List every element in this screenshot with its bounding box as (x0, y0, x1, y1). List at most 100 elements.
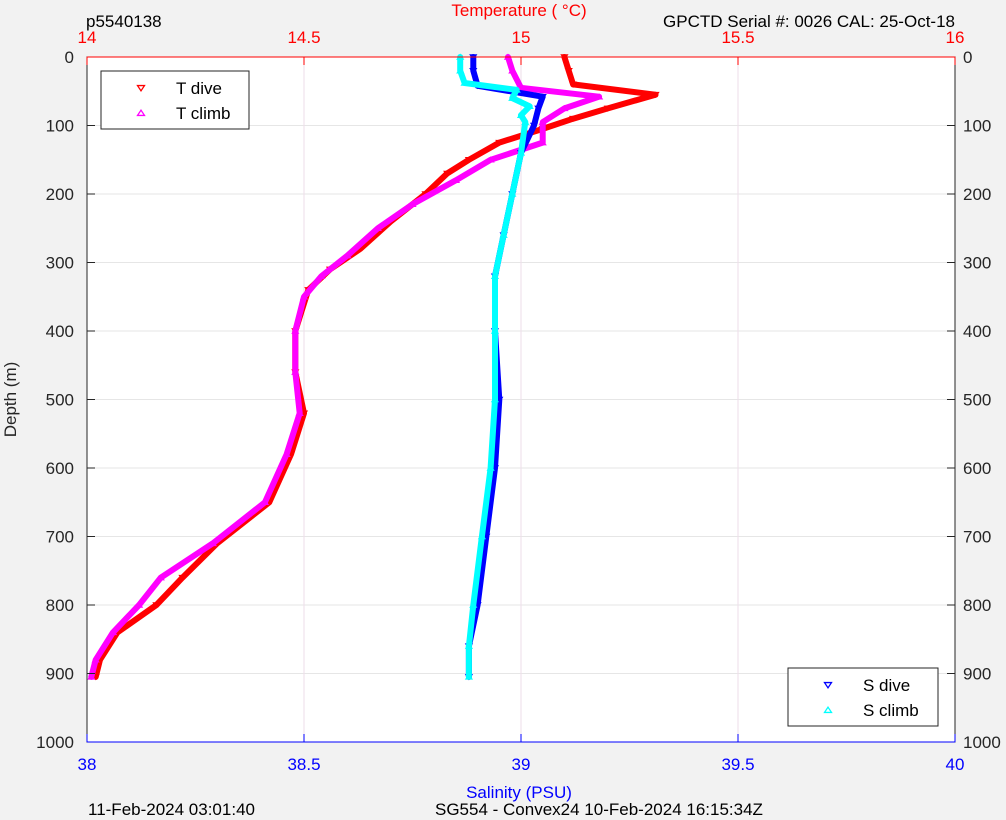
series-line-s-climb (457, 54, 533, 680)
depth-tick-label: 0 (65, 48, 74, 67)
depth-tick-label-right: 800 (963, 596, 991, 615)
depth-tick-label: 100 (46, 117, 74, 136)
temperature-tick-label: 16 (946, 28, 965, 47)
depth-tick-label: 300 (46, 254, 74, 273)
data-point-s-climb (521, 118, 530, 125)
temperature-legend-box (100, 70, 250, 130)
data-point-s-dive (538, 93, 547, 101)
data-point-t-climb (282, 450, 291, 458)
serial-info-label: GPCTD Serial #: 0026 CAL: 25-Oct-18 (663, 12, 955, 31)
data-point-s-climb (464, 673, 474, 680)
data-point-t-climb (87, 673, 96, 680)
data-point-t-climb (560, 104, 569, 112)
profile-id-label: p5540138 (86, 12, 162, 31)
data-point-s-climb (512, 86, 521, 93)
legend-label-t-climb: T climb (176, 104, 230, 123)
series-s-climb (456, 53, 534, 680)
depth-tick-label-right: 1000 (963, 733, 1001, 752)
salinity-tick-label: 40 (946, 755, 965, 774)
data-point-t-dive (564, 67, 573, 75)
data-point-s-dive (469, 67, 478, 75)
depth-tick-label-right: 900 (963, 665, 991, 684)
legend-marker-s-climb (823, 706, 833, 714)
salinity-tick-label: 39.5 (721, 755, 754, 774)
data-point-t-dive (651, 91, 660, 99)
data-point-t-climb (538, 139, 547, 146)
temperature-axis-label: Temperature ( °C) (451, 1, 586, 20)
data-point-t-dive (464, 157, 474, 164)
data-point-t-dive (178, 574, 187, 582)
temperature-tick-label: 14 (78, 28, 97, 47)
salinity-tick-label: 39 (512, 755, 531, 774)
data-point-s-climb (490, 272, 500, 279)
data-point-s-dive (534, 105, 543, 112)
temperature-tick-label: 15 (512, 28, 531, 47)
data-point-t-climb (508, 67, 517, 74)
legend-marker-t-climb (136, 109, 146, 117)
data-point-s-climb (469, 601, 478, 608)
y-axis-label: Depth (m) (1, 362, 20, 438)
depth-tick-label-right: 400 (963, 322, 991, 341)
data-point-s-climb (456, 67, 465, 74)
legend-label-s-dive: S dive (863, 676, 910, 695)
temperature-tick-label: 15.5 (721, 28, 754, 47)
temperature-legend: T dive T climb (100, 70, 250, 130)
data-point-s-climb (477, 533, 487, 540)
data-point-s-climb (516, 111, 526, 118)
depth-tick-label-right: 600 (963, 459, 991, 478)
data-point-t-climb (451, 176, 461, 184)
data-point-t-climb (134, 601, 144, 608)
data-point-t-dive (568, 115, 578, 123)
data-point-t-dive (495, 139, 504, 147)
data-point-s-climb (486, 464, 495, 471)
data-point-t-climb (208, 539, 217, 547)
depth-tick-label: 800 (46, 596, 74, 615)
series-t-climb (87, 53, 604, 680)
legend-marker-s-dive (823, 681, 833, 689)
footer-mission: SG554 - Convex24 10-Feb-2024 16:15:34Z (435, 800, 763, 819)
data-point-t-climb (91, 656, 100, 663)
data-point-t-dive (603, 105, 612, 112)
salinity-legend-box (787, 667, 939, 727)
salinity-tick-label: 38.5 (287, 755, 320, 774)
data-point-s-climb (460, 79, 469, 86)
depth-tick-label-right: 500 (963, 391, 991, 410)
data-point-t-dive (152, 602, 161, 609)
data-point-t-climb (260, 498, 270, 505)
depth-tick-label-right: 0 (963, 48, 972, 67)
data-point-t-climb (373, 224, 382, 231)
data-point-t-climb (291, 368, 300, 375)
data-point-t-climb (291, 327, 300, 334)
series-line-t-climb (88, 54, 603, 680)
depth-tick-label: 400 (46, 322, 74, 341)
data-point-s-climb (516, 149, 526, 156)
depth-tick-label: 200 (46, 185, 74, 204)
legend-label-s-climb: S climb (863, 701, 919, 720)
data-point-t-climb (299, 293, 309, 300)
legend-label-t-dive: T dive (176, 79, 222, 98)
data-point-t-climb (295, 409, 304, 416)
salinity-legend: S dive S climb (787, 667, 939, 727)
data-point-s-climb (499, 231, 508, 238)
data-point-t-climb (343, 252, 352, 259)
temperature-tick-label: 14.5 (287, 28, 320, 47)
data-point-t-climb (538, 118, 547, 125)
data-point-s-climb (464, 642, 474, 649)
salinity-axis-label: Salinity (PSU) (466, 783, 572, 802)
data-point-s-climb (490, 327, 500, 334)
data-point-s-climb (508, 190, 517, 197)
depth-tick-label-right: 700 (963, 528, 991, 547)
data-point-s-climb (525, 102, 534, 110)
depth-tick-label-right: 100 (963, 117, 991, 136)
footer-timestamp: 11-Feb-2024 03:01:40 (88, 800, 255, 819)
data-series (87, 53, 660, 681)
data-point-t-climb (108, 628, 118, 636)
depth-tick-label: 600 (46, 459, 74, 478)
depth-tick-label: 700 (46, 528, 74, 547)
data-point-t-climb (486, 156, 495, 163)
data-point-s-dive (529, 122, 539, 129)
axes: 0 0 100 100 200 200 300 300 400 400 500 500 600 600 70… (36, 28, 1001, 774)
depth-tick-label: 500 (46, 391, 74, 410)
legend-marker-t-dive (136, 84, 146, 92)
